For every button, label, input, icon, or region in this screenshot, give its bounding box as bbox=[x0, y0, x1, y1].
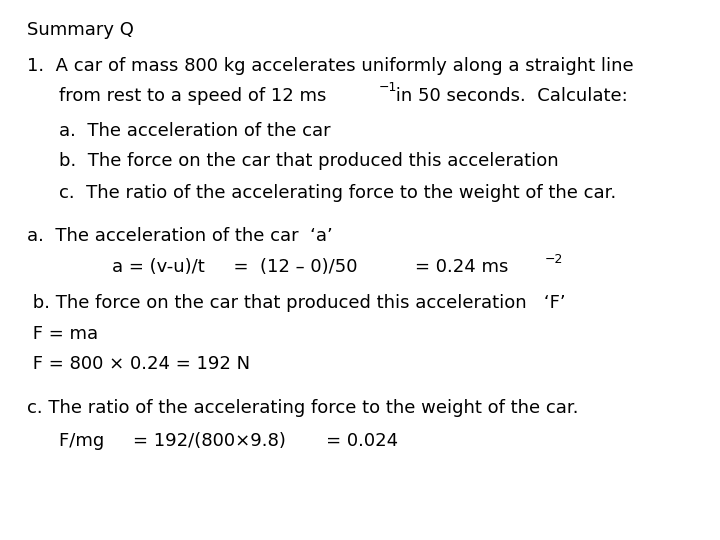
Text: b.  The force on the car that produced this acceleration: b. The force on the car that produced th… bbox=[59, 152, 559, 170]
Text: a = (v-u)/t     =  (12 – 0)/50          = 0.24 ms: a = (v-u)/t = (12 – 0)/50 = 0.24 ms bbox=[112, 258, 508, 276]
Text: c.  The ratio of the accelerating force to the weight of the car.: c. The ratio of the accelerating force t… bbox=[59, 184, 616, 201]
Text: 1.  A car of mass 800 kg accelerates uniformly along a straight line: 1. A car of mass 800 kg accelerates unif… bbox=[27, 57, 634, 75]
Text: c. The ratio of the accelerating force to the weight of the car.: c. The ratio of the accelerating force t… bbox=[27, 399, 579, 416]
Text: in 50 seconds.  Calculate:: in 50 seconds. Calculate: bbox=[390, 87, 628, 105]
Text: from rest to a speed of 12 ms: from rest to a speed of 12 ms bbox=[59, 87, 326, 105]
Text: a.  The acceleration of the car  ‘a’: a. The acceleration of the car ‘a’ bbox=[27, 227, 333, 245]
Text: −2: −2 bbox=[545, 253, 564, 266]
Text: b. The force on the car that produced this acceleration   ‘F’: b. The force on the car that produced th… bbox=[27, 294, 566, 312]
Text: F = 800 × 0.24 = 192 N: F = 800 × 0.24 = 192 N bbox=[27, 355, 251, 373]
Text: a.  The acceleration of the car: a. The acceleration of the car bbox=[59, 122, 330, 139]
Text: F = ma: F = ma bbox=[27, 325, 99, 343]
Text: −1: −1 bbox=[379, 81, 397, 94]
Text: Summary Q: Summary Q bbox=[27, 21, 134, 38]
Text: F/mg     = 192/(800×9.8)       = 0.024: F/mg = 192/(800×9.8) = 0.024 bbox=[59, 432, 398, 450]
